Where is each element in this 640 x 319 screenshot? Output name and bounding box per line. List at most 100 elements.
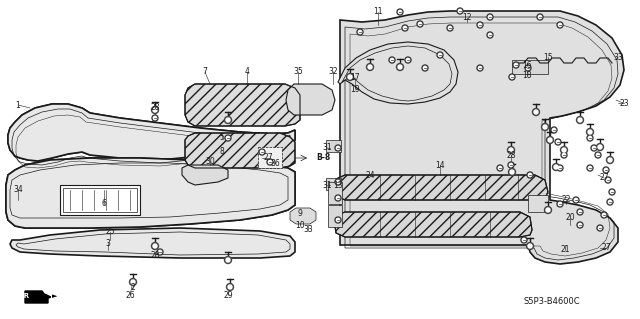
Circle shape	[397, 9, 403, 15]
Circle shape	[478, 66, 482, 70]
Circle shape	[596, 144, 604, 151]
Circle shape	[587, 135, 593, 141]
Text: 19: 19	[350, 85, 360, 94]
Circle shape	[538, 15, 541, 19]
Text: 34: 34	[13, 186, 23, 195]
Circle shape	[417, 21, 423, 27]
Text: 28: 28	[506, 151, 516, 160]
Circle shape	[509, 168, 515, 175]
Text: 35: 35	[293, 68, 303, 77]
Circle shape	[588, 136, 591, 140]
Bar	[326, 140, 341, 152]
Circle shape	[509, 148, 513, 152]
Circle shape	[152, 242, 159, 249]
Text: 4: 4	[244, 68, 250, 77]
Circle shape	[337, 146, 340, 150]
Text: 16: 16	[522, 61, 532, 70]
Circle shape	[260, 150, 264, 154]
Circle shape	[552, 128, 556, 132]
Circle shape	[563, 153, 566, 157]
Text: B-8: B-8	[316, 153, 330, 162]
Circle shape	[556, 140, 559, 144]
Circle shape	[593, 146, 596, 150]
Text: 5: 5	[220, 133, 225, 143]
Circle shape	[457, 8, 463, 14]
Polygon shape	[6, 158, 295, 228]
Circle shape	[598, 226, 602, 230]
Circle shape	[557, 165, 563, 171]
Circle shape	[449, 26, 452, 30]
Text: 27: 27	[599, 174, 609, 182]
Text: 36: 36	[270, 159, 280, 167]
Circle shape	[547, 137, 554, 144]
Circle shape	[521, 237, 527, 243]
Circle shape	[227, 136, 230, 140]
Circle shape	[267, 159, 273, 165]
Text: 13: 13	[333, 181, 343, 189]
Bar	[328, 182, 342, 204]
Text: 32: 32	[328, 68, 338, 77]
Circle shape	[487, 14, 493, 20]
Text: 7: 7	[203, 68, 207, 77]
Circle shape	[588, 166, 591, 170]
Circle shape	[579, 223, 582, 227]
Circle shape	[586, 129, 593, 136]
Circle shape	[478, 23, 482, 27]
Circle shape	[574, 198, 578, 202]
Circle shape	[488, 33, 492, 37]
Text: 33: 33	[303, 226, 313, 234]
Circle shape	[606, 178, 610, 182]
Circle shape	[510, 170, 514, 174]
Circle shape	[402, 25, 408, 31]
Text: 31: 31	[322, 181, 332, 189]
Circle shape	[561, 152, 567, 158]
Text: 8: 8	[220, 147, 225, 157]
Circle shape	[607, 157, 614, 164]
Circle shape	[509, 74, 515, 80]
Circle shape	[577, 209, 583, 215]
Circle shape	[510, 75, 514, 79]
Circle shape	[227, 284, 234, 291]
Circle shape	[153, 244, 157, 248]
Circle shape	[534, 110, 538, 114]
Circle shape	[152, 107, 159, 114]
Circle shape	[335, 195, 341, 201]
Circle shape	[513, 62, 519, 68]
Text: 24: 24	[365, 170, 375, 180]
Circle shape	[591, 145, 597, 151]
Polygon shape	[334, 212, 532, 237]
Circle shape	[527, 242, 534, 249]
Text: 1: 1	[15, 100, 20, 109]
Circle shape	[335, 179, 341, 185]
Circle shape	[573, 197, 579, 203]
Bar	[63, 188, 137, 212]
Circle shape	[228, 285, 232, 289]
Circle shape	[389, 57, 395, 63]
Circle shape	[154, 116, 157, 120]
Circle shape	[447, 25, 453, 31]
Circle shape	[508, 162, 514, 168]
Text: 31: 31	[322, 144, 332, 152]
Polygon shape	[290, 208, 316, 224]
Circle shape	[607, 199, 613, 205]
Text: 28: 28	[150, 103, 160, 113]
Circle shape	[596, 153, 600, 157]
Circle shape	[551, 127, 557, 133]
Circle shape	[422, 65, 428, 71]
Text: 26: 26	[125, 291, 135, 300]
Circle shape	[557, 201, 563, 207]
Circle shape	[348, 75, 352, 79]
Circle shape	[477, 22, 483, 28]
Circle shape	[129, 278, 136, 286]
Circle shape	[226, 118, 230, 122]
Text: 28: 28	[150, 250, 160, 259]
Circle shape	[597, 225, 603, 231]
Text: 11: 11	[373, 8, 383, 17]
Text: 22: 22	[561, 196, 571, 204]
Circle shape	[522, 238, 525, 242]
Circle shape	[225, 256, 232, 263]
Circle shape	[335, 145, 341, 151]
Circle shape	[437, 52, 443, 58]
Text: 30: 30	[205, 158, 215, 167]
Polygon shape	[6, 158, 295, 228]
